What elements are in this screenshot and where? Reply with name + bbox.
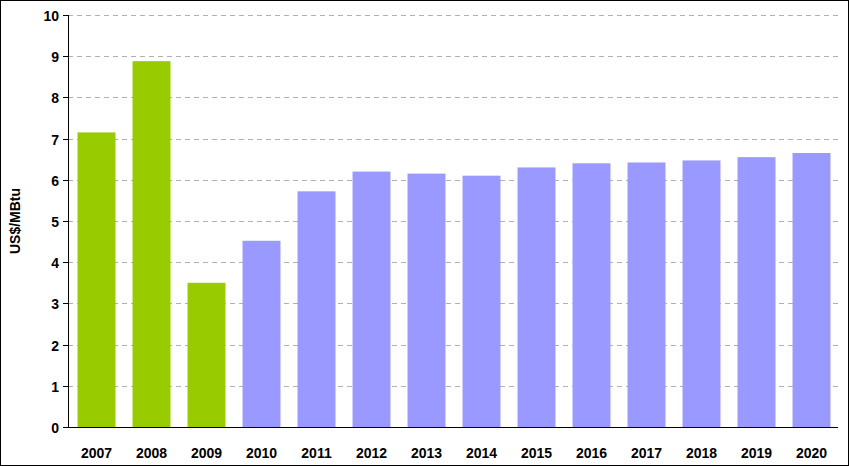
bar [298,191,336,427]
bar [628,162,666,427]
x-tick-label: 2016 [576,445,607,461]
y-tick-label: 4 [51,255,59,271]
x-tick-label: 2014 [466,445,497,461]
x-axis [68,427,838,428]
bar [188,283,226,427]
grid-line [68,303,838,304]
bar [573,163,611,427]
grid-line [68,15,838,16]
x-tick-label: 2015 [521,445,552,461]
bar [353,172,391,427]
bar [683,160,721,427]
y-tick [63,303,68,304]
x-tick-label: 2007 [81,445,112,461]
x-tick-label: 2017 [631,445,662,461]
x-tick-label: 2019 [741,445,772,461]
y-tick-label: 9 [51,49,59,65]
y-axis [68,15,69,427]
bar [408,174,446,427]
bar [133,61,171,427]
grid-line [68,386,838,387]
y-tick [63,56,68,57]
x-tick-label: 2009 [191,445,222,461]
y-tick [63,180,68,181]
grid-line [68,221,838,222]
y-tick-label: 8 [51,90,59,106]
x-tick-label: 2012 [356,445,387,461]
y-tick-label: 2 [51,338,59,354]
y-tick [63,15,68,16]
grid-line [68,97,838,98]
x-tick-label: 2011 [301,445,332,461]
y-tick-label: 6 [51,173,59,189]
grid-line [68,180,838,181]
chart-svg: 0 1 2 3 4 5 6 7 8 9 10 2007 2008 2009 2010 2011 2012 2013… [0,0,849,466]
y-tick [63,427,68,428]
x-tick-label: 2008 [136,445,167,461]
bar [243,241,281,427]
x-tick-label: 2010 [246,445,277,461]
grid-line [68,56,838,57]
grid-line [68,262,838,263]
y-tick [63,262,68,263]
bar [463,176,501,427]
y-tick-label: 3 [51,296,59,312]
y-tick [63,345,68,346]
bar [78,132,116,427]
outer-border [1,1,849,466]
x-tick-label: 2013 [411,445,442,461]
y-tick-label: 1 [51,379,59,395]
y-tick [63,386,68,387]
y-tick [63,97,68,98]
x-tick-label: 2020 [796,445,827,461]
grid-line [68,345,838,346]
bar [793,153,831,427]
y-tick-label: 7 [51,132,59,148]
bars [78,61,831,427]
bar [518,167,556,427]
y-tick [63,221,68,222]
chart-container: 0 1 2 3 4 5 6 7 8 9 10 2007 2008 2009 2010 2011 2012 2013… [0,0,849,466]
bar [738,157,776,427]
y-tick [63,139,68,140]
y-axis-label: US$/MBtu [7,188,23,254]
y-tick-label: 0 [51,420,59,436]
grid-line [68,427,838,428]
y-tick-label: 5 [51,214,59,230]
y-tick-label: 10 [43,8,59,24]
grid-line [68,139,838,140]
x-tick-label: 2018 [686,445,717,461]
